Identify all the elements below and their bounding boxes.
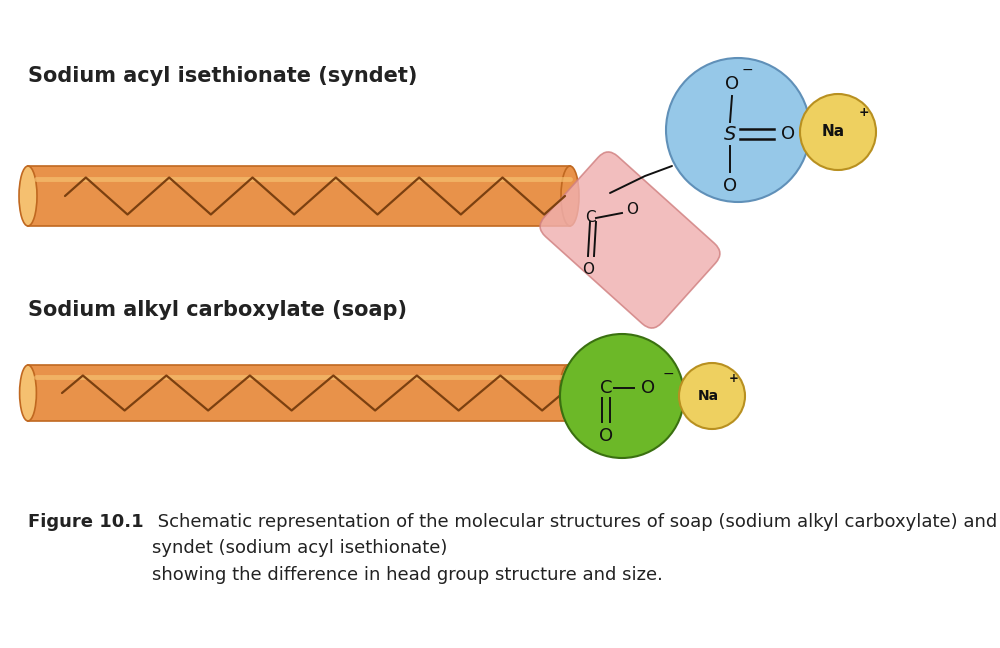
Ellipse shape <box>560 365 576 421</box>
Text: C: C <box>585 211 595 226</box>
Circle shape <box>800 94 876 170</box>
Text: O: O <box>781 125 795 143</box>
Bar <box>28 365 568 421</box>
Bar <box>28 166 570 226</box>
Text: Sodium acyl isethionate (syndet): Sodium acyl isethionate (syndet) <box>28 66 417 86</box>
Text: −: − <box>662 367 674 381</box>
Text: O: O <box>723 177 737 195</box>
Text: +: + <box>729 371 739 384</box>
Text: O: O <box>725 75 739 93</box>
Ellipse shape <box>19 166 37 226</box>
Text: S: S <box>724 124 736 143</box>
Circle shape <box>679 363 745 429</box>
Text: C: C <box>600 379 612 397</box>
Ellipse shape <box>20 365 36 421</box>
Text: +: + <box>859 106 869 119</box>
Text: Schematic representation of the molecular structures of soap (sodium alkyl carbo: Schematic representation of the molecula… <box>152 513 997 584</box>
Circle shape <box>666 58 810 202</box>
Text: Figure 10.1: Figure 10.1 <box>28 513 144 531</box>
FancyBboxPatch shape <box>540 152 720 328</box>
Text: O: O <box>599 427 613 445</box>
Text: −: − <box>741 63 753 77</box>
Text: Sodium alkyl carboxylate (soap): Sodium alkyl carboxylate (soap) <box>28 300 407 320</box>
Ellipse shape <box>561 166 579 226</box>
Text: O: O <box>626 202 638 216</box>
Text: Na: Na <box>697 389 719 403</box>
Circle shape <box>560 334 684 458</box>
Text: O: O <box>641 379 655 397</box>
Text: Na: Na <box>821 124 845 139</box>
Text: O: O <box>582 262 594 277</box>
